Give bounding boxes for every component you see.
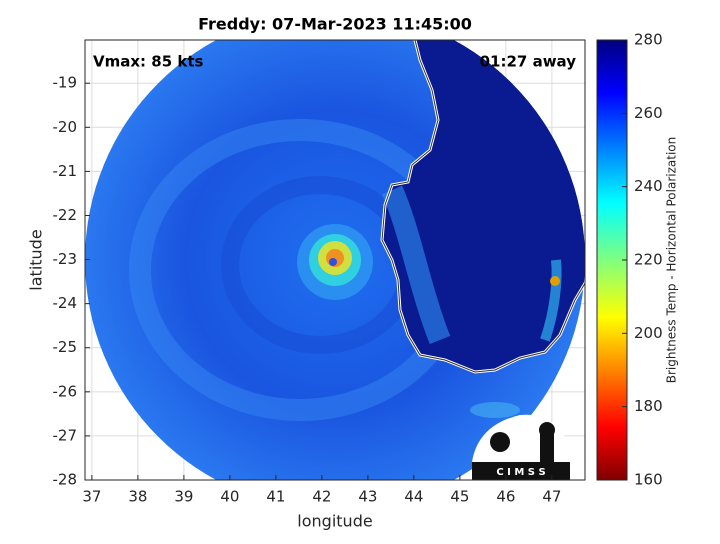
colorbar-tick-label: 260	[634, 104, 663, 122]
annotation: Vmax: 85 kts	[93, 53, 203, 71]
y-tick-label: -22	[53, 206, 78, 224]
y-tick-label: -24	[53, 294, 78, 312]
y-tick-label: -27	[53, 426, 78, 444]
x-tick-label: 40	[220, 488, 239, 506]
x-tick-label: 39	[174, 488, 193, 506]
x-tick-label: 38	[128, 488, 147, 506]
logo-text: C I M S S	[496, 467, 545, 478]
x-tick-label: 44	[404, 488, 423, 506]
x-tick-label: 47	[542, 488, 561, 506]
chart-title: Freddy: 07-Mar-2023 11:45:00	[198, 15, 472, 34]
colorbar-tick-label: 160	[634, 471, 663, 489]
logo: C I M S S	[472, 414, 570, 480]
y-tick-label: -25	[53, 338, 78, 356]
y-tick-label: -19	[53, 74, 78, 92]
colorbar-label: Brightness Temp - Horizontal Polarizatio…	[665, 137, 679, 384]
y-tick-label: -26	[53, 382, 78, 400]
x-tick-label: 46	[496, 488, 515, 506]
image: C I M S S	[85, 40, 585, 480]
colorbar-tick-label: 280	[634, 31, 663, 49]
colorbar-tick-label: 240	[634, 177, 663, 195]
y-tick-label: -20	[53, 118, 78, 136]
x-tick-label: 37	[82, 488, 101, 506]
x-tick-label: 41	[266, 488, 285, 506]
annotation: 01:27 away	[480, 53, 577, 71]
colorbar-tick-label: 220	[634, 251, 663, 269]
colorbar-tick-label: 180	[634, 397, 663, 415]
x-tick-label: 43	[358, 488, 377, 506]
y-axis-label: latitude	[27, 229, 46, 290]
y-tick-label: -21	[53, 162, 78, 180]
x-axis-label: longitude	[297, 512, 372, 531]
x-tick-label: 42	[312, 488, 331, 506]
x-tick-label: 45	[450, 488, 469, 506]
y-tick-label: -28	[53, 471, 78, 489]
colorbar-tick-label: 200	[634, 324, 663, 342]
y-tick-label: -23	[53, 250, 78, 268]
